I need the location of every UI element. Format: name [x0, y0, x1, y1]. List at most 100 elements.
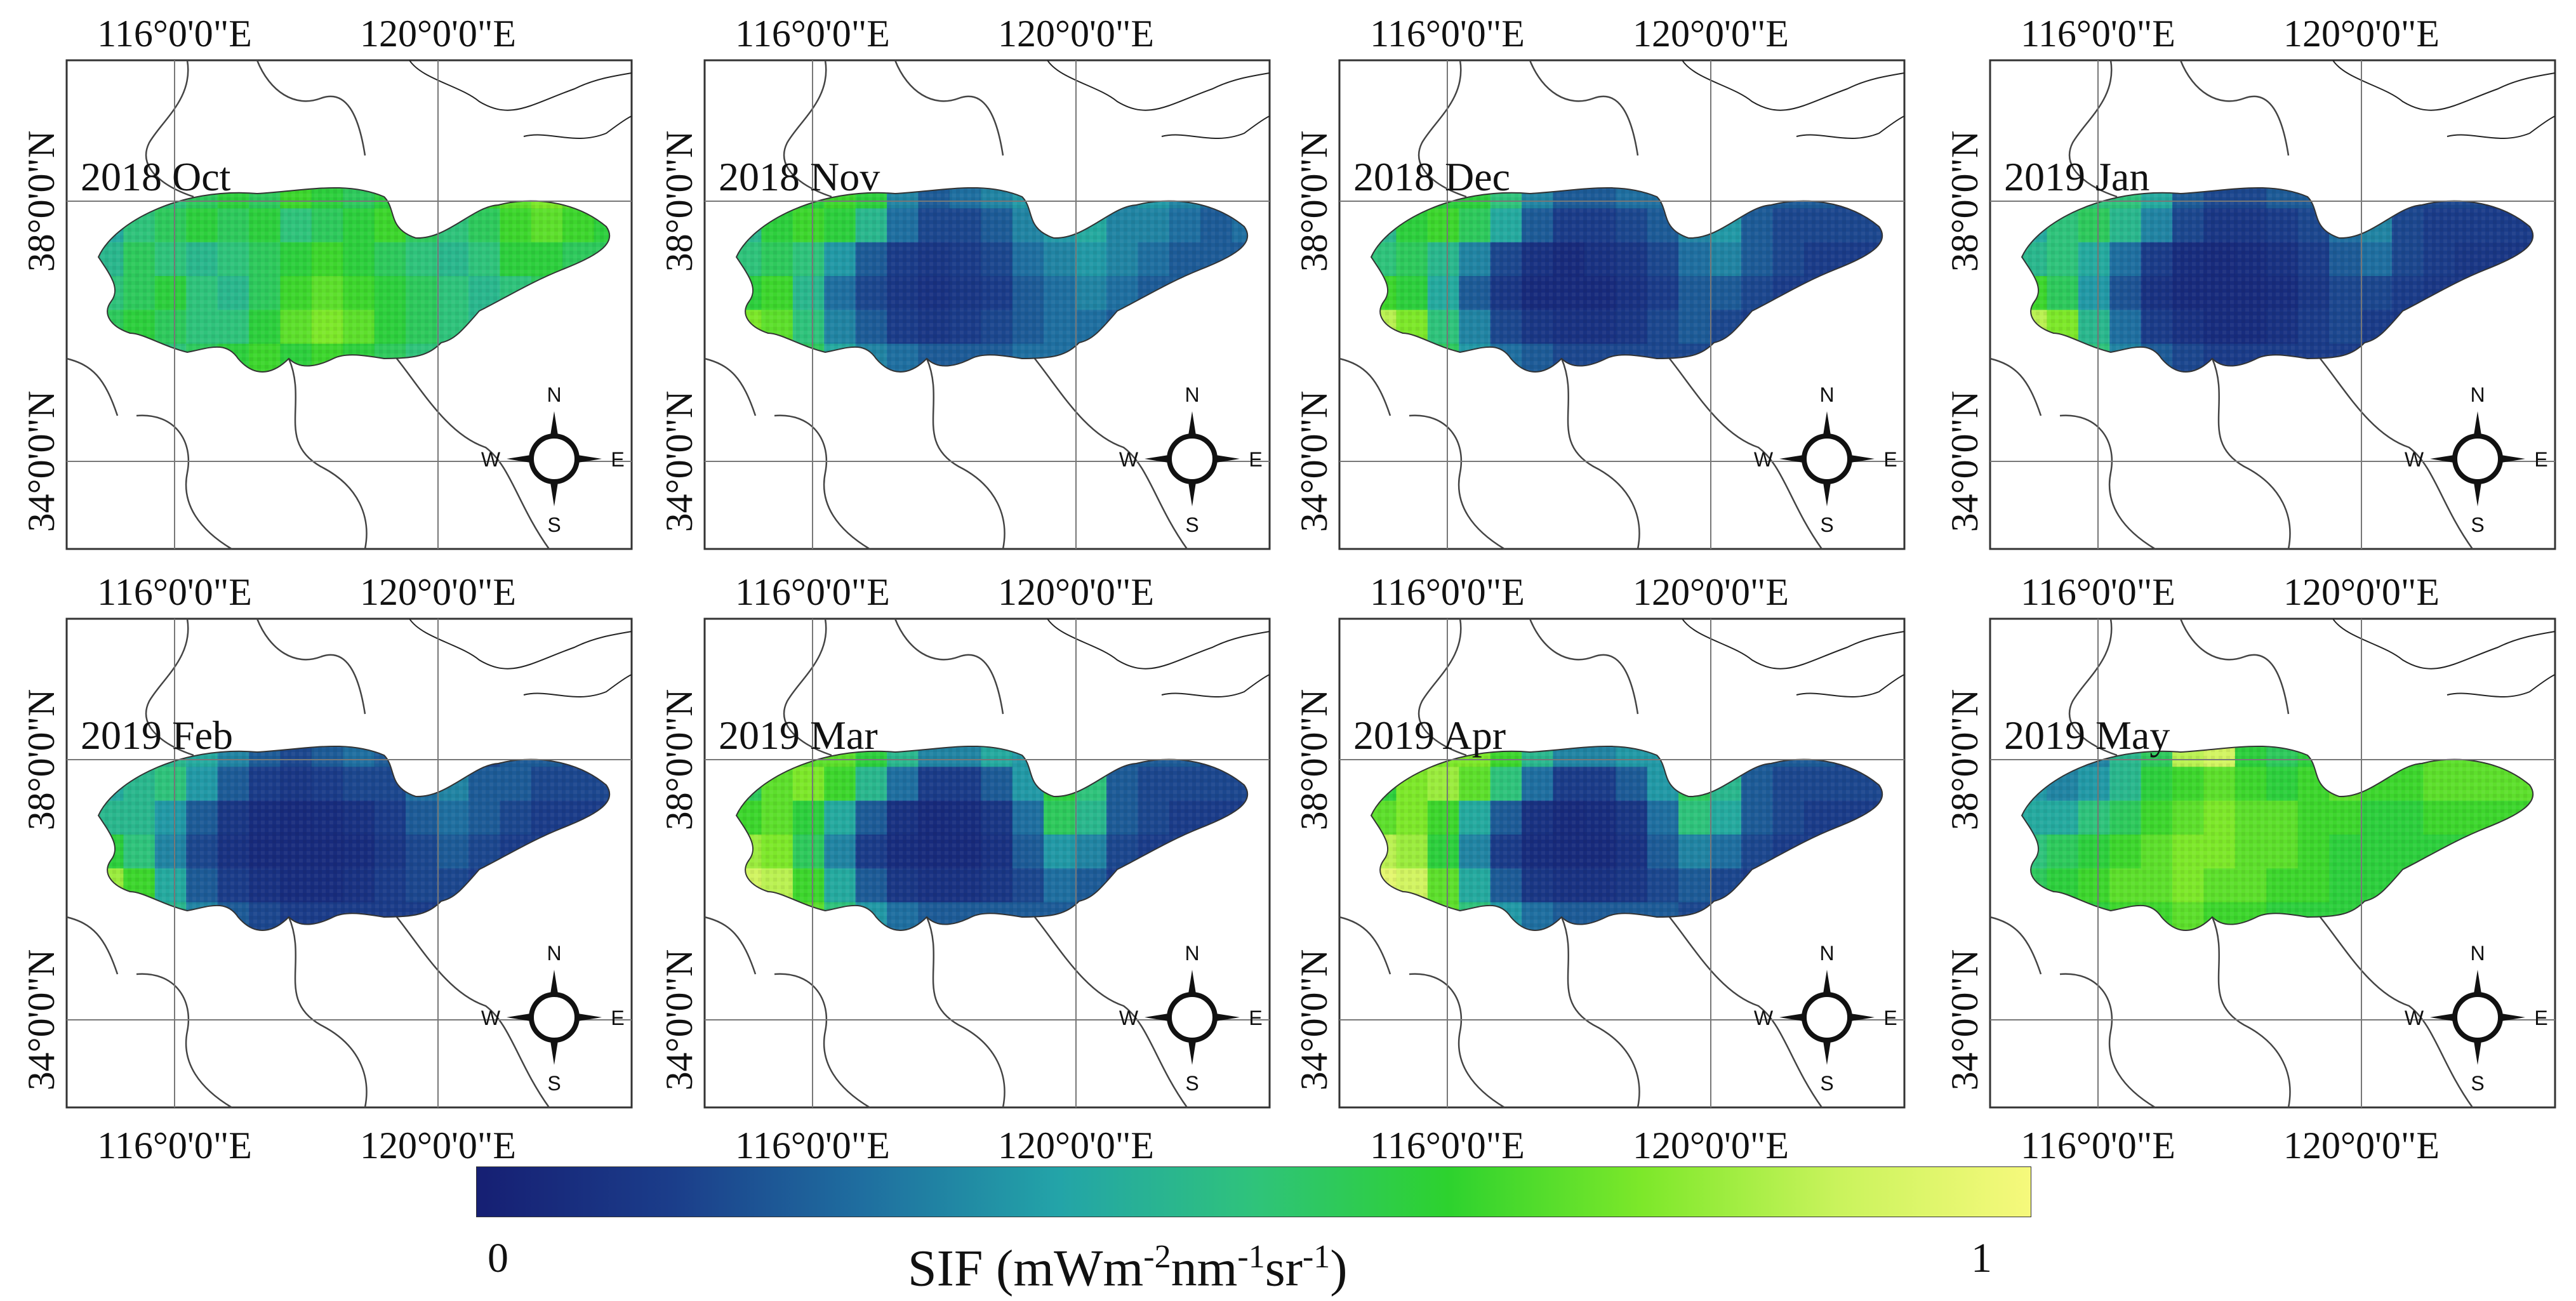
map-panel: 2018 Oct 116°0'0"E 120°0'0"E 38°0'0"N 34°0'0…	[20, 13, 633, 550]
compass-e: E	[1883, 1007, 1897, 1029]
lon-label-top-116: 116°0'0"E	[97, 13, 252, 55]
compass-s: S	[1185, 513, 1198, 536]
province-outline	[1370, 187, 1883, 373]
compass-ring	[1802, 433, 1852, 484]
panel-date-label: 2019 Apr	[1353, 713, 1506, 758]
colorbar-min-label: 0	[488, 1235, 508, 1281]
province-boundary	[136, 973, 232, 1109]
province-boundary	[1034, 358, 1188, 550]
province-boundary	[783, 618, 832, 756]
province-outline	[2021, 746, 2534, 931]
lat-label-34n: 34°0'0"N	[1293, 391, 1335, 532]
lat-label-34n: 34°0'0"N	[1293, 949, 1335, 1091]
lon-label-top-116: 116°0'0"E	[2021, 13, 2175, 55]
compass-w: W	[481, 448, 501, 471]
province-boundary	[704, 916, 757, 975]
compass-s: S	[1820, 1072, 1833, 1095]
lon-label-bottom-120: 120°0'0"E	[998, 1125, 1154, 1166]
map-panel: 2019 Mar 116°0'0"E 120°0'0"E 116°0'0"E 120°0…	[658, 571, 1271, 1166]
province-boundary	[288, 916, 368, 1108]
province-boundary	[1409, 973, 1505, 1109]
coastline	[1047, 618, 1270, 697]
province-outline	[97, 746, 611, 931]
coastline	[2332, 60, 2556, 139]
compass-w: W	[1754, 448, 1774, 471]
lat-label-38n: 38°0'0"N	[658, 689, 700, 831]
province-outline	[735, 187, 1249, 373]
compass-s: S	[1185, 1072, 1198, 1095]
compass-n: N	[1185, 383, 1199, 406]
lon-label-top-120: 120°0'0"E	[998, 13, 1154, 55]
province-boundary	[783, 60, 832, 198]
compass-w: W	[481, 1007, 501, 1029]
panel-date-label: 2019 May	[2004, 713, 2170, 758]
lon-label-bottom-116: 116°0'0"E	[1370, 1125, 1525, 1166]
province-boundary	[704, 357, 757, 416]
colorbar-title-exp1: -2	[1143, 1239, 1171, 1275]
compass-w: W	[2405, 1007, 2424, 1029]
coastline	[1682, 618, 1905, 697]
province-boundary	[256, 618, 366, 715]
compass-ring	[529, 433, 580, 484]
province-boundary	[2068, 618, 2118, 756]
lat-label-34n: 34°0'0"N	[1944, 391, 1986, 532]
province-outline	[735, 746, 1249, 931]
map-panel: 2019 Feb 116°0'0"E 120°0'0"E 116°0'0"E 120°0…	[20, 571, 633, 1166]
compass-s: S	[547, 513, 561, 536]
compass-ring	[2452, 433, 2503, 484]
compass-ring	[2452, 992, 2503, 1043]
compass-w: W	[2405, 448, 2424, 471]
compass-ring	[1167, 433, 1218, 484]
province-outline	[1370, 746, 1883, 931]
province-boundary	[288, 358, 368, 550]
compass-ring	[1167, 992, 1218, 1043]
compass-e: E	[1883, 448, 1897, 471]
compass-s: S	[2471, 1072, 2484, 1095]
compass-s: S	[547, 1072, 561, 1095]
panel-date-label: 2019 Mar	[719, 713, 878, 758]
panel-date-label: 2019 Feb	[81, 713, 233, 758]
province-boundary	[66, 916, 119, 975]
map-panel: 2019 Jan 116°0'0"E 120°0'0"E 38°0'0"N 34°0'0…	[1944, 13, 2556, 550]
colorbar-title-main: SIF (mWm	[908, 1239, 1144, 1297]
coastline	[1047, 60, 1270, 139]
map-panel: 2019 May 116°0'0"E 120°0'0"E 116°0'0"E 120°0…	[1944, 571, 2556, 1166]
colorbar-title-exp2: -1	[1237, 1239, 1265, 1275]
colorbar-title-mid1: nm	[1171, 1239, 1238, 1297]
coastline	[409, 60, 632, 139]
compass-rose-icon: N S W E	[2405, 383, 2548, 536]
lat-label-38n: 38°0'0"N	[1293, 131, 1335, 272]
compass-w: W	[1119, 1007, 1139, 1029]
lon-label-top-116: 116°0'0"E	[2021, 571, 2175, 613]
lon-label-bottom-120: 120°0'0"E	[2283, 1125, 2440, 1166]
province-boundary	[2211, 358, 2291, 550]
colorbar-title-exp3: -1	[1302, 1239, 1331, 1275]
lon-label-bottom-116: 116°0'0"E	[2021, 1125, 2175, 1166]
colorbar-title-mid2: sr	[1265, 1239, 1303, 1297]
province-boundary	[396, 916, 550, 1108]
panel-date-label: 2018 Nov	[719, 154, 880, 199]
compass-n: N	[2470, 942, 2485, 965]
province-boundary	[1409, 414, 1505, 550]
province-boundary	[2211, 916, 2291, 1108]
lon-label-top-120: 120°0'0"E	[998, 571, 1154, 613]
compass-ring	[529, 992, 580, 1043]
compass-e: E	[1249, 448, 1262, 471]
compass-n: N	[1819, 942, 1834, 965]
lat-label-38n: 38°0'0"N	[658, 131, 700, 272]
province-outline	[2021, 187, 2534, 373]
province-boundary	[2320, 358, 2474, 550]
province-boundary	[1560, 358, 1640, 550]
compass-w: W	[1754, 1007, 1774, 1029]
province-boundary	[1417, 60, 1467, 198]
province-boundary	[1669, 916, 1823, 1108]
coastline	[1682, 60, 1905, 139]
province-boundary	[774, 973, 870, 1109]
compass-n: N	[1185, 942, 1199, 965]
province-boundary	[2179, 618, 2290, 715]
lat-label-34n: 34°0'0"N	[1944, 949, 1986, 1091]
lon-label-top-120: 120°0'0"E	[1633, 13, 1789, 55]
lon-label-top-116: 116°0'0"E	[1370, 571, 1525, 613]
province-boundary	[136, 414, 232, 550]
